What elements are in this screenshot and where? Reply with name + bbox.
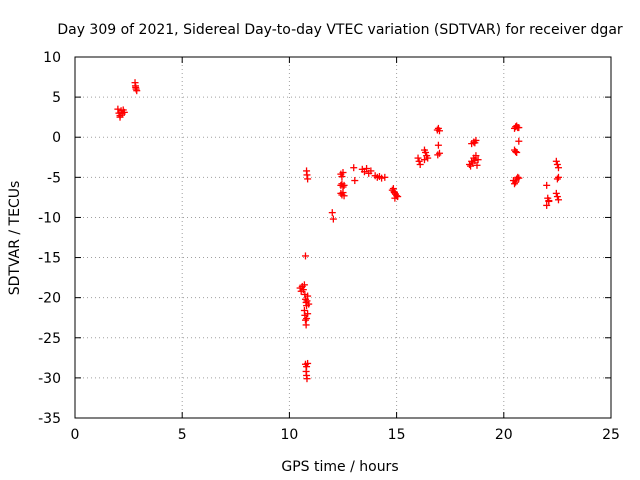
x-tick-label: 5 xyxy=(178,427,187,443)
data-point xyxy=(424,154,432,162)
y-tick-label: -35 xyxy=(38,411,61,427)
data-point xyxy=(120,108,128,116)
data-point xyxy=(471,156,479,164)
data-point xyxy=(512,148,520,156)
axis-ticks xyxy=(74,56,612,419)
grid xyxy=(75,57,611,418)
data-point xyxy=(304,359,312,367)
data-point xyxy=(300,281,308,289)
y-tick-label: -25 xyxy=(38,331,61,347)
data-point xyxy=(514,173,522,181)
data-point xyxy=(304,292,312,300)
data-point xyxy=(339,189,347,197)
data-point xyxy=(471,139,479,147)
data-point xyxy=(543,201,551,209)
data-point xyxy=(390,188,398,196)
x-tick-label: 0 xyxy=(71,427,80,443)
y-tick-label: 5 xyxy=(52,90,61,106)
x-tick-label: 10 xyxy=(280,427,298,443)
data-point xyxy=(553,175,561,183)
y-tick-label: 0 xyxy=(52,130,61,146)
data-point xyxy=(422,148,430,156)
y-tick-label: 10 xyxy=(43,50,61,66)
y-axis-label: SDTVAR / TECUs xyxy=(7,181,23,296)
data-point xyxy=(381,173,389,181)
data-point xyxy=(329,215,337,223)
data-point xyxy=(414,154,422,162)
data-point xyxy=(515,174,523,182)
data-point xyxy=(553,193,561,201)
data-point xyxy=(132,83,140,91)
data-point xyxy=(554,196,562,204)
data-point xyxy=(367,167,375,175)
data-point xyxy=(339,169,347,177)
chart-title: Day 309 of 2021, Sidereal Day-to-day VTE… xyxy=(57,22,623,38)
data-point xyxy=(302,321,310,329)
data-point xyxy=(515,137,523,145)
y-tick-label: -20 xyxy=(38,291,61,307)
data-point xyxy=(512,178,520,186)
data-point xyxy=(338,173,346,181)
data-point xyxy=(552,157,560,165)
data-point xyxy=(305,300,313,308)
data-point xyxy=(472,152,480,160)
axis-tick-labels: 0 5 10 15 20 25 -35 -30 -25 -20 -15 -10 -5 0 5 10 xyxy=(38,50,620,443)
data-point xyxy=(553,160,561,168)
data-point xyxy=(545,197,553,205)
data-point xyxy=(301,252,309,260)
data-point xyxy=(420,156,428,164)
data-point xyxy=(350,164,358,172)
data-point xyxy=(116,113,124,121)
data-point xyxy=(434,141,442,149)
data-point xyxy=(114,105,122,113)
y-tick-label: -10 xyxy=(38,210,61,226)
data-point xyxy=(515,124,523,132)
x-tick-label: 25 xyxy=(602,427,620,443)
data-point xyxy=(435,127,443,135)
y-tick-label: -15 xyxy=(38,251,61,267)
y-tick-label: -30 xyxy=(38,371,61,387)
plot-frame xyxy=(74,56,612,419)
data-point xyxy=(554,173,562,181)
data-point xyxy=(543,181,551,189)
x-tick-label: 15 xyxy=(388,427,406,443)
data-point xyxy=(415,157,423,165)
data-point xyxy=(434,151,442,159)
data-point xyxy=(304,175,312,183)
data-point xyxy=(511,180,519,188)
data-point xyxy=(304,310,312,318)
data-point xyxy=(299,286,307,294)
data-point xyxy=(416,160,424,168)
data-point xyxy=(363,165,371,173)
data-point xyxy=(513,148,521,156)
data-point xyxy=(351,177,359,185)
data-points xyxy=(114,79,562,383)
data-point xyxy=(340,192,348,200)
y-tick-label: -5 xyxy=(47,170,61,186)
data-point xyxy=(303,375,311,383)
data-point xyxy=(328,209,336,217)
data-point xyxy=(133,87,141,95)
data-point xyxy=(303,315,311,323)
data-point xyxy=(552,189,560,197)
data-point xyxy=(394,193,402,201)
data-point xyxy=(378,174,386,182)
data-point xyxy=(473,161,481,169)
data-point xyxy=(340,181,348,189)
x-tick-label: 20 xyxy=(495,427,513,443)
data-point xyxy=(474,156,482,164)
data-point xyxy=(554,164,562,172)
x-axis-label: GPS time / hours xyxy=(281,459,398,475)
